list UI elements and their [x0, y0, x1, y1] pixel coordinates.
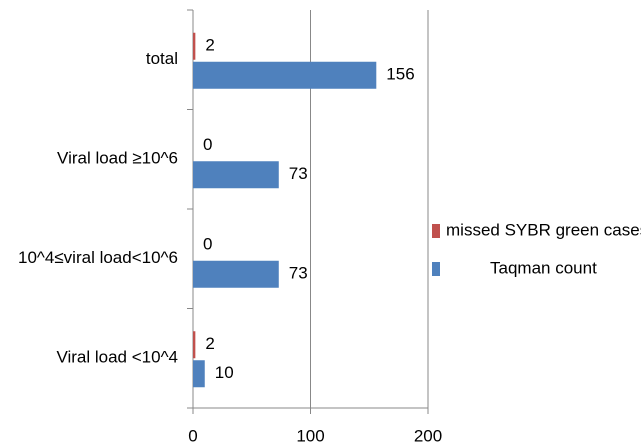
- data-label: 10: [215, 363, 234, 382]
- data-label: 156: [386, 65, 414, 84]
- legend-label: missed SYBR green cases: [446, 220, 641, 239]
- y-tick-label: Viral load ≥10^6: [57, 149, 178, 168]
- legend-swatch: [432, 224, 440, 238]
- data-label: 73: [289, 164, 308, 183]
- x-tick-label: 0: [188, 426, 197, 445]
- bar: [193, 61, 377, 89]
- data-label: 73: [289, 264, 308, 283]
- bar: [193, 331, 196, 359]
- data-label: 2: [205, 334, 214, 353]
- legend-swatch: [432, 262, 440, 276]
- bar: [193, 260, 279, 288]
- data-label: 0: [203, 235, 212, 254]
- y-tick-label: 10^4≤viral load<10^6: [18, 248, 178, 267]
- y-tick-label: total: [146, 49, 178, 68]
- x-tick-label: 200: [414, 426, 442, 445]
- bar: [193, 161, 279, 189]
- y-tick-label: Viral load <10^4: [56, 348, 178, 367]
- data-label: 2: [205, 36, 214, 55]
- bar: [193, 360, 205, 388]
- bar: [193, 32, 196, 60]
- x-tick-label: 100: [296, 426, 324, 445]
- legend-label: Taqman count: [490, 258, 597, 277]
- data-label: 0: [203, 135, 212, 154]
